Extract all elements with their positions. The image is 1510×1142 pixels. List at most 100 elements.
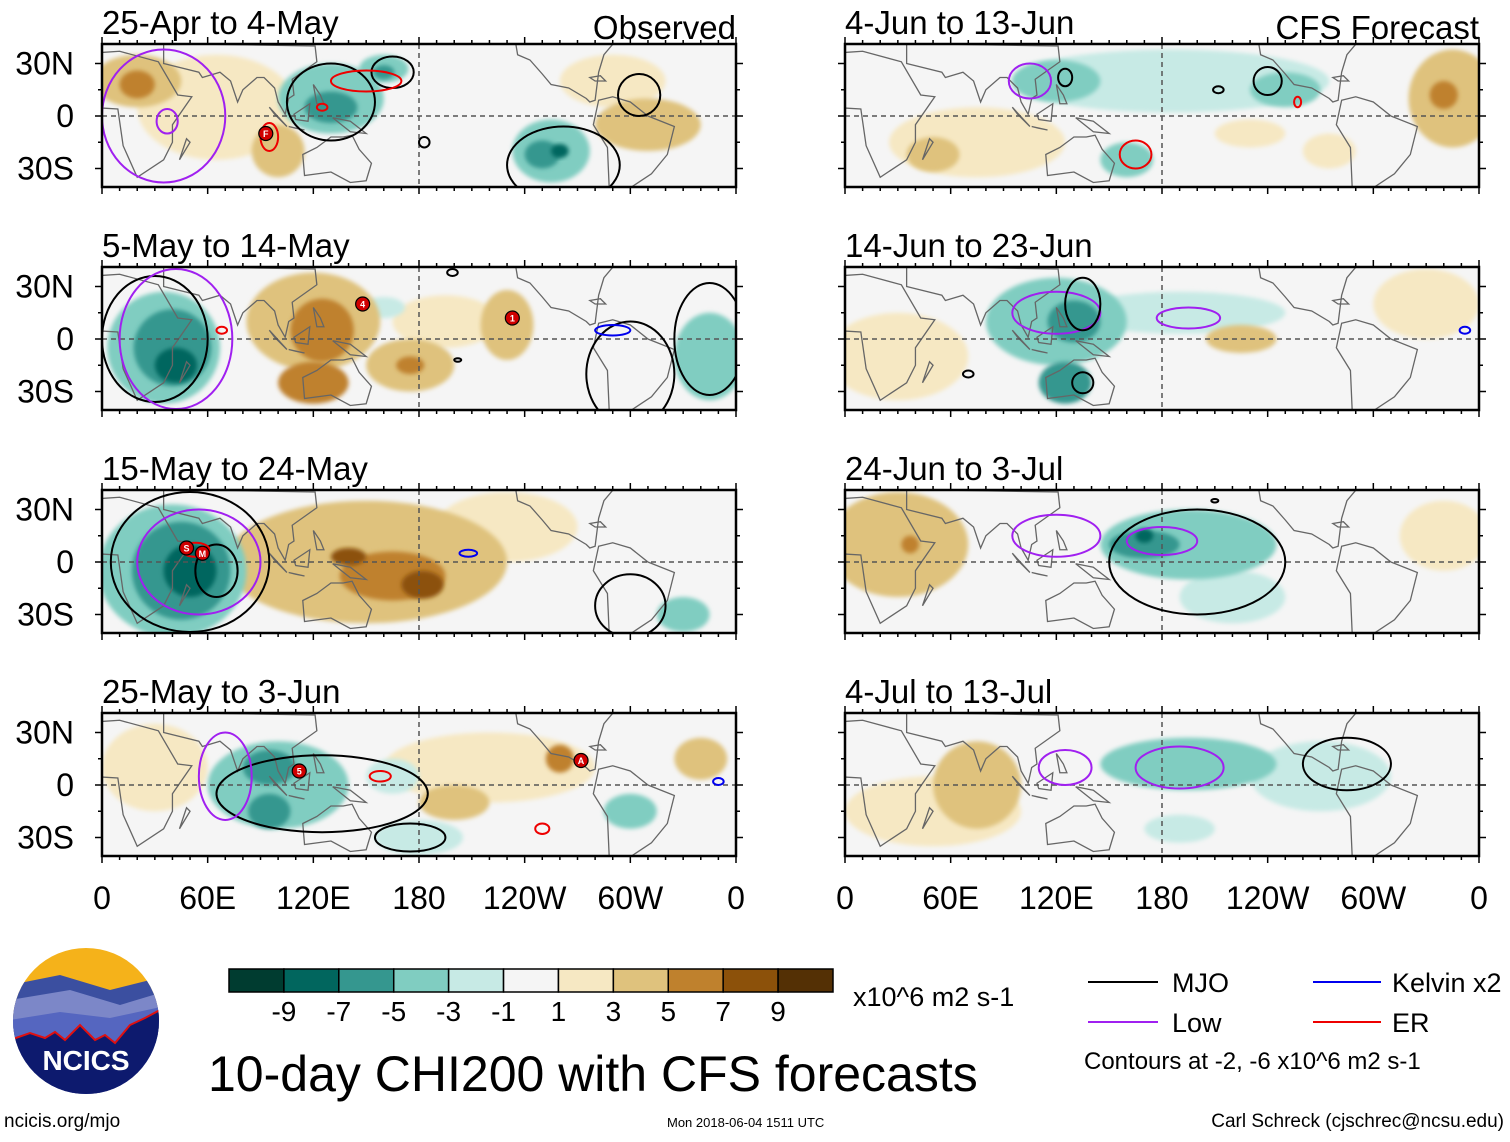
panel-title: 5-May to 14-May <box>102 227 350 264</box>
coastline <box>288 348 305 354</box>
mjo-contour <box>1108 508 1287 616</box>
coastline <box>1031 571 1048 577</box>
panel-title: 15-May to 24-May <box>102 450 368 487</box>
legend: MJO Kelvin x2 Low ER Contours at -2, -6 … <box>1084 968 1502 1075</box>
lat-tick-label: 30S <box>17 597 74 633</box>
coastline <box>302 803 373 853</box>
lon-tick-label: 60W <box>1340 880 1407 916</box>
tropical-cyclone-icon: 5 <box>291 763 307 779</box>
lat-tick-label: 0 <box>56 98 74 134</box>
mjo-contour <box>1064 276 1102 332</box>
low-contour <box>1155 306 1222 330</box>
anomaly-region <box>845 492 969 597</box>
coastline <box>1036 771 1054 791</box>
logo-text: NCICS <box>42 1045 129 1076</box>
panel-title: 4-Jun to 13-Jun <box>845 4 1074 41</box>
lat-tick-label: 30S <box>17 374 74 410</box>
lon-tick-label: 0 <box>727 880 745 916</box>
coastline <box>845 50 936 179</box>
anomaly-region <box>674 737 728 780</box>
coastline <box>1045 580 1116 630</box>
er-contour <box>315 102 329 112</box>
lon-tick-label: 60E <box>922 880 979 916</box>
units-label: x10^6 m2 s-1 <box>853 982 1014 1012</box>
anomaly-region <box>524 140 560 169</box>
anomaly-region <box>545 744 574 773</box>
low-contour <box>1007 62 1053 100</box>
colorbar-label: -9 <box>271 996 296 1027</box>
panel-title: 24-Jun to 3-Jul <box>845 450 1063 487</box>
mjo-contour <box>194 543 239 598</box>
coastline <box>1055 307 1068 328</box>
anomaly-region <box>1144 814 1215 843</box>
lat-tick-label: 30N <box>15 269 74 305</box>
coastline <box>178 360 191 384</box>
coastline <box>302 357 373 407</box>
coastline <box>845 273 936 402</box>
coastline <box>1036 325 1054 345</box>
coastline <box>588 521 608 528</box>
mjo-contour <box>446 268 459 277</box>
site-link[interactable]: ncicis.org/mjo <box>4 1111 120 1132</box>
coastline <box>102 719 193 848</box>
anomaly-region <box>154 347 198 383</box>
coastline <box>515 490 614 549</box>
mjo-contour <box>1057 67 1074 88</box>
coastline <box>921 137 934 161</box>
low-contour <box>1134 745 1225 790</box>
coastline <box>178 583 191 607</box>
er-contour <box>329 69 403 93</box>
coastline <box>102 496 193 625</box>
lat-tick-label: 30N <box>15 492 74 528</box>
lon-tick-label: 60W <box>597 880 664 916</box>
coastline <box>162 490 318 563</box>
panel-title: 25-May to 3-Jun <box>102 673 340 710</box>
map-panel: F 25-Apr to 4-May Observed 30N 0 30S <box>15 4 743 194</box>
svg-text:5: 5 <box>297 767 302 777</box>
low-contour <box>155 108 179 135</box>
coastline <box>162 713 318 786</box>
map-panel: SM 15-May to 24-May 30N 0 30S <box>15 450 743 640</box>
anomaly-region <box>1429 81 1458 109</box>
colorbar-label: 5 <box>660 996 676 1027</box>
credit: Carl Schreck (cjschrec@ncsu.edu) <box>1211 1111 1504 1132</box>
coastline <box>1075 563 1112 581</box>
coastline <box>1036 548 1054 568</box>
lat-tick-label: 30N <box>15 715 74 751</box>
coastline <box>1335 96 1419 187</box>
mjo-contour <box>215 754 429 834</box>
coastline <box>102 50 193 179</box>
coastline <box>1335 542 1419 633</box>
colorbar-label: -5 <box>381 996 406 1027</box>
coastline <box>905 490 1061 563</box>
colorbar-swatch <box>667 968 724 993</box>
coastline <box>302 134 373 184</box>
coastline <box>1031 794 1048 800</box>
mjo-contour <box>1301 736 1392 792</box>
coastline <box>845 496 936 625</box>
coastline <box>288 571 305 577</box>
anomaly-region <box>559 54 666 108</box>
lon-tick-label: 120W <box>483 880 567 916</box>
mjo-contour <box>102 275 209 403</box>
coastline <box>293 102 311 122</box>
anomaly-region <box>1302 133 1356 169</box>
kelvin-contour <box>458 548 479 558</box>
mjo-contour <box>585 320 676 410</box>
tropical-cyclone-icon: 4 <box>355 296 371 312</box>
map-panel: 4 1 5-May to 14-May 30N 0 30S <box>15 227 743 417</box>
anomaly-region <box>674 312 736 401</box>
panel-title: 14-Jun to 23-Jun <box>845 227 1093 264</box>
coastline <box>1055 84 1068 105</box>
colorbar-label: 3 <box>606 996 622 1027</box>
mjo-contour <box>1071 371 1095 395</box>
low-contour <box>1037 749 1093 786</box>
coastline <box>515 267 614 326</box>
coastline <box>1335 319 1419 410</box>
anomaly-region <box>248 793 291 829</box>
colorbar-swatch <box>557 968 615 993</box>
mjo-contour <box>594 573 667 633</box>
anomaly-region <box>906 137 960 172</box>
low-contour <box>197 731 253 821</box>
coastline <box>588 75 608 82</box>
